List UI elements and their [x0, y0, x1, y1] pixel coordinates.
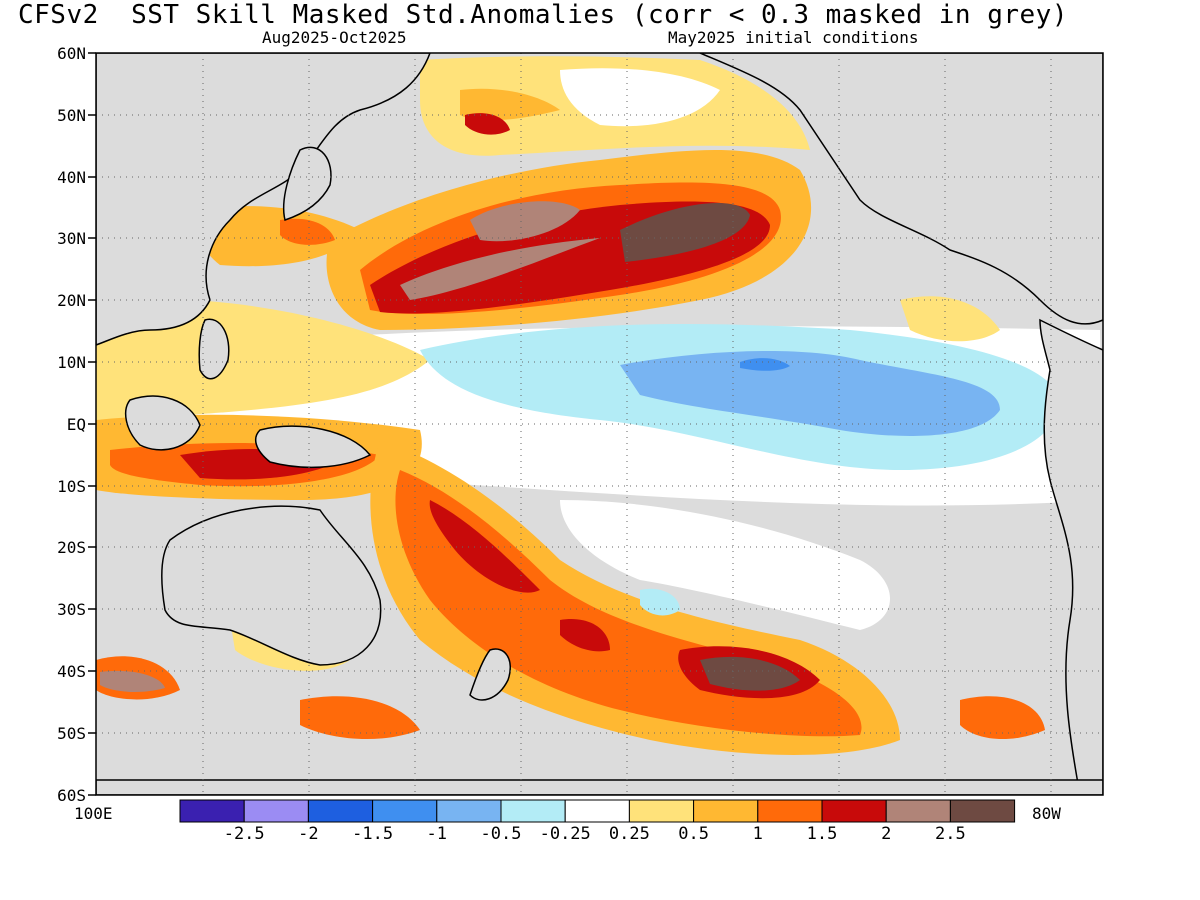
colorbar-swatch: [821, 799, 887, 823]
colorbar-label: 1.5: [806, 824, 838, 844]
colorbar-swatch: [243, 799, 309, 823]
lat-label: 60S: [57, 786, 86, 805]
lat-label: 40N: [57, 168, 86, 187]
chart-title: CFSv2 SST Skill Masked Std.Anomalies (co…: [18, 0, 1068, 30]
colorbar-label: 1: [752, 824, 763, 844]
coastlines: [96, 53, 1103, 795]
lon-label-left: 100E: [74, 804, 113, 823]
initial-conditions: May2025 initial conditions: [668, 28, 919, 47]
lat-label: 50N: [57, 106, 86, 125]
colorbar: [179, 799, 1016, 823]
map-field: [96, 53, 1103, 795]
colorbar-swatch: [564, 799, 630, 823]
colorbar-label: 2: [881, 824, 892, 844]
lat-label: 50S: [57, 724, 86, 743]
colorbar-swatch: [949, 799, 1016, 823]
forecast-period: Aug2025-Oct2025: [262, 28, 407, 47]
colorbar-label: -2: [298, 824, 319, 844]
colorbar-label: -0.5: [480, 824, 522, 844]
lat-label: EQ: [66, 415, 86, 434]
lat-label: 10S: [57, 477, 86, 496]
colorbar-swatch: [693, 799, 759, 823]
colorbar-label: -1: [426, 824, 448, 844]
lat-label: 10N: [57, 353, 86, 372]
lat-ticks: [88, 52, 96, 796]
lat-label: 30N: [57, 229, 86, 248]
colorbar-swatch: [757, 799, 823, 823]
colorbar-swatch: [500, 799, 566, 823]
lon-label-right: 80W: [1032, 804, 1061, 823]
colorbar-label: 0.5: [678, 824, 709, 844]
colorbar-swatch: [307, 799, 374, 823]
colorbar-swatch: [885, 799, 951, 823]
colorbar-label: 2.5: [935, 824, 966, 844]
colorbar-label: -2.5: [223, 824, 265, 844]
colorbar-swatch: [372, 799, 438, 823]
lat-label: 30S: [57, 600, 86, 619]
colorbar-swatch: [179, 799, 245, 823]
colorbar-swatch: [436, 799, 502, 823]
colorbar-label: -0.25: [539, 824, 591, 844]
gridlines: [96, 53, 1103, 795]
colorbar-label: -1.5: [352, 824, 394, 844]
colorbar-swatch: [628, 799, 695, 823]
lat-label: 20S: [57, 538, 86, 557]
colorbar-label: 0.25: [608, 824, 650, 844]
lat-label: 20N: [57, 291, 86, 310]
lat-label: 60N: [57, 44, 86, 63]
lat-label: 40S: [57, 662, 86, 681]
